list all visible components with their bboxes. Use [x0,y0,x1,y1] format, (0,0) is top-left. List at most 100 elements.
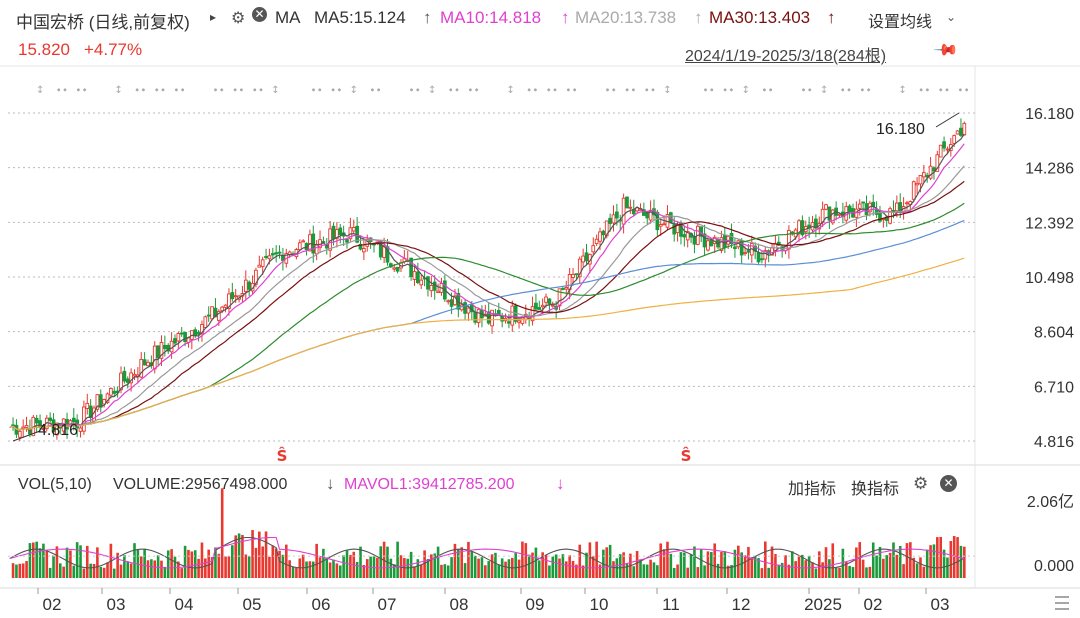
gear-icon[interactable]: ⚙ [231,10,246,27]
volume-bar [480,557,484,578]
volume-bar [166,550,170,578]
volume-bar [588,542,592,578]
volume-bar [929,545,932,578]
switch-indicator-button[interactable]: 换指标 [851,481,900,498]
add-indicator-button[interactable]: 加指标 [788,481,837,498]
mavol10-line [9,536,965,569]
candle-body [685,231,690,241]
ma10-line [9,143,965,431]
candle-body [608,217,612,224]
volume-bar [477,558,480,578]
volume-bar [595,541,598,578]
volume-bar [696,567,700,578]
volume-bar [807,555,811,578]
volume-bar [750,557,754,578]
volume-bar [942,549,946,578]
candle-body [662,223,666,226]
volume-bar [99,566,103,578]
volume-bar [55,546,59,578]
volume-bar [922,566,926,578]
candle-body [71,417,76,423]
candle-body [915,182,919,186]
candle-body [274,252,279,255]
volume-bar [585,552,588,578]
candle-body [682,234,687,238]
volume-bar [548,565,551,578]
volume-bar [301,554,305,578]
candle-body [496,310,501,315]
volume-bar [524,543,528,578]
event-marker: ∙∙ [918,85,931,96]
candle-body [918,174,923,185]
candle-body [615,211,619,219]
volume-bar [177,561,180,578]
expand-triangle-icon[interactable]: ▸ [210,10,217,24]
volume-bar [153,560,157,578]
volume-bar [446,565,450,578]
candle-body [891,209,896,212]
volume-bar [534,547,538,578]
volume-bar [210,557,214,578]
volume-bar [467,541,470,578]
candle-body [544,296,548,303]
volume-bar [457,549,460,578]
ma5-value: MA5:15.124 [314,8,406,27]
close-icon[interactable]: ✕ [252,7,267,22]
volume-bar [143,548,146,578]
candle-body [702,233,707,248]
volume-bar [578,544,582,578]
volume-bar [612,561,615,578]
y-tick-label: 16.180 [1025,106,1074,123]
volume-bar [92,563,96,578]
x-tick-label: 02 [864,595,883,614]
event-marker: ∙∙ [75,85,88,96]
candle-body [466,307,471,314]
volume-bar [335,563,339,578]
volume-bar [804,560,808,578]
volume-bar [116,552,119,578]
candle-body [409,257,413,278]
stock-title[interactable]: 中国宏桥 (日线,前复权) [16,13,190,32]
date-range[interactable]: 2024/1/19-2025/3/18(284根) [685,48,887,65]
event-marker: ↕ [114,85,122,96]
event-marker: ∙∙ [448,85,461,96]
candle-body [733,246,737,250]
candle-body [746,250,751,253]
volume-bar [217,553,221,578]
volume-bar [126,561,130,578]
volume-close-icon[interactable]: ✕ [940,475,957,492]
volume-bar [31,542,35,578]
volume-bar [537,560,541,578]
ma30-value: MA30:13.403 [709,8,811,27]
x-tick-label: 04 [175,595,194,614]
event-marker: ∙∙ [252,85,265,96]
volume-bar [598,564,602,578]
candle-body [621,197,626,225]
volume-bar [683,552,686,578]
volume-bar [558,558,561,578]
volume-bar [669,553,673,578]
volume-bar [882,558,885,578]
volume-bar [244,554,248,578]
x-tick-label: 06 [312,595,331,614]
ma-settings-link[interactable]: 设置均线 [868,14,933,31]
volume-bar [517,559,521,578]
volume-bar [21,563,25,578]
volume-bar [170,549,173,578]
candle-body [507,321,511,324]
candle-body [314,244,319,255]
volume-bar [618,554,622,578]
scrollbar-handle[interactable] [1052,593,1072,613]
volume-bar [868,566,872,578]
volume-bar [892,542,895,578]
volume-gear-icon[interactable]: ⚙ [913,474,929,493]
y-tick-label: 8.604 [1034,325,1074,342]
candle-body [119,372,123,391]
candle-body [223,304,228,308]
y-tick-label: 10.498 [1025,270,1074,287]
candle-body [159,341,164,359]
chevron-down-icon[interactable]: ⌄ [946,10,957,24]
event-marker: ∙∙ [938,85,951,96]
volume-bar [851,567,855,578]
